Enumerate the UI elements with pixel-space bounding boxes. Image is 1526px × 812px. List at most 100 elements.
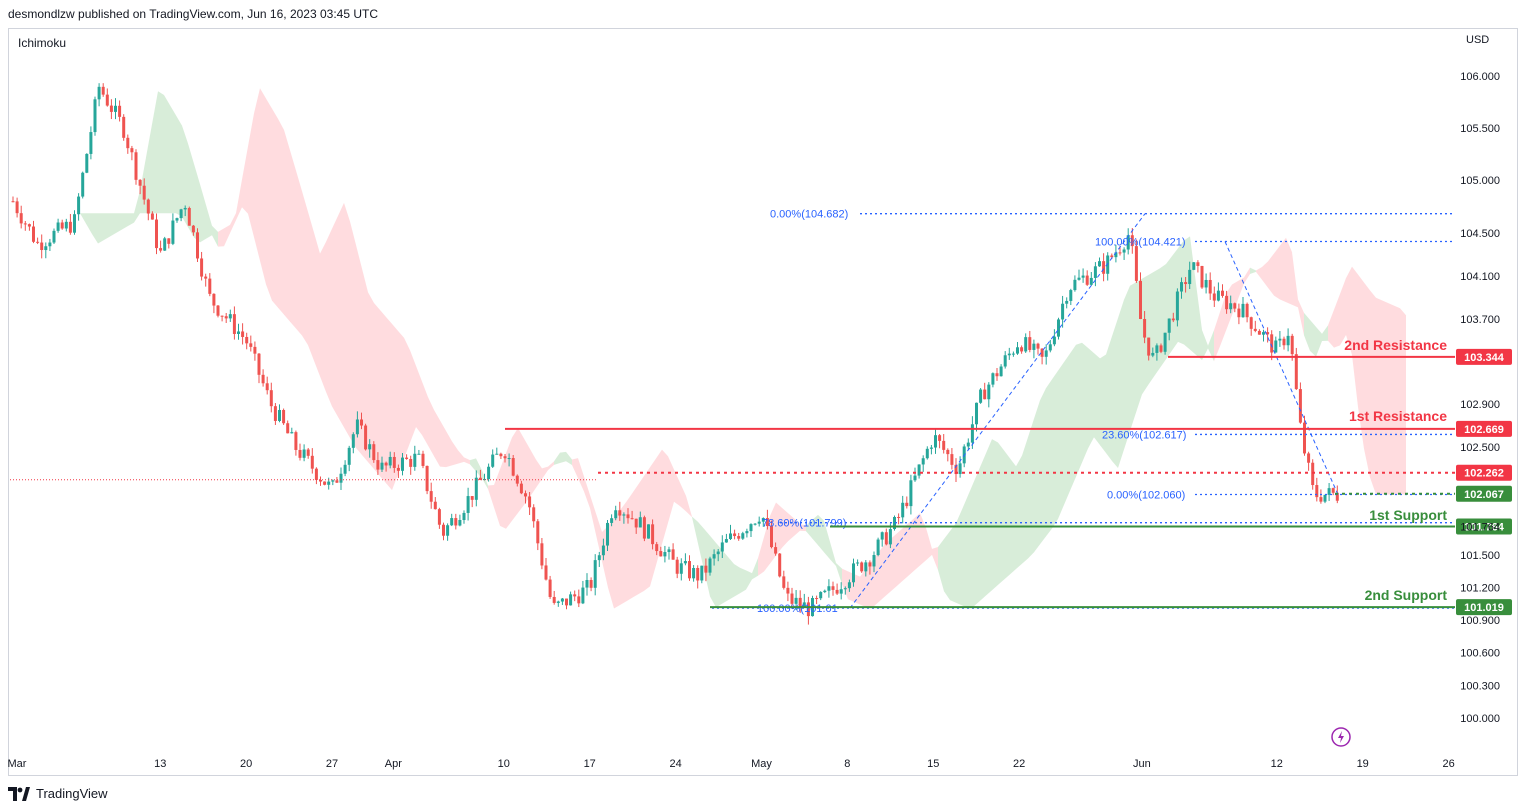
candle-body xyxy=(446,525,450,536)
candle-body xyxy=(319,479,322,482)
cloud-segment xyxy=(320,241,326,392)
cloud-segment xyxy=(1208,330,1214,362)
cloud-segment xyxy=(1394,305,1400,495)
candle-body xyxy=(290,432,294,434)
cloud-segment xyxy=(554,452,560,465)
candle-body xyxy=(532,507,536,522)
publish-header: desmondlzw published on TradingView.com,… xyxy=(8,7,379,21)
candle-body xyxy=(1098,261,1101,267)
candle-body xyxy=(577,596,581,604)
cloud-segment xyxy=(1340,278,1346,346)
candle-body xyxy=(335,480,339,483)
candle-body xyxy=(372,444,376,461)
cloud-segment xyxy=(296,170,302,336)
cloud-segment xyxy=(464,457,470,465)
candle-body xyxy=(552,596,556,603)
candle-body xyxy=(32,226,35,242)
y-tick-label: 100.600 xyxy=(1460,648,1500,660)
candle-body xyxy=(647,524,650,539)
cloud-segment xyxy=(1358,274,1364,449)
cloud-segment xyxy=(1238,277,1244,300)
candle-body xyxy=(708,558,712,573)
y-tick-label: 100.900 xyxy=(1460,615,1500,627)
cloud-segment xyxy=(740,567,746,594)
price-tag xyxy=(1456,464,1512,481)
flash-icon[interactable] xyxy=(1331,727,1351,747)
cloud-segment xyxy=(446,430,452,468)
candle-body xyxy=(224,316,228,319)
candle-body xyxy=(114,105,117,112)
cloud-segment xyxy=(362,268,368,463)
candle-body xyxy=(1003,355,1007,367)
candle-body xyxy=(323,481,327,485)
candle-body xyxy=(23,223,27,225)
level-label: 1st Resistance xyxy=(1349,408,1447,424)
candle-body xyxy=(1323,494,1327,502)
cloud-segment xyxy=(830,541,836,567)
candle-body xyxy=(429,491,433,502)
candle-body xyxy=(749,524,753,532)
cloud-segment xyxy=(1046,379,1052,537)
price-tag xyxy=(1456,485,1512,502)
cloud-segment xyxy=(626,493,632,602)
candle-body xyxy=(1032,343,1036,350)
candle-body xyxy=(470,496,474,500)
candle-body xyxy=(1257,330,1261,335)
candle-body xyxy=(1159,345,1163,352)
footer[interactable]: TradingView xyxy=(8,786,108,801)
candle-body xyxy=(1262,332,1265,335)
cloud-segment xyxy=(1196,283,1202,361)
cloud-segment xyxy=(314,232,320,377)
cloud-segment xyxy=(1346,266,1352,355)
candle-body xyxy=(388,456,392,466)
cloud-segment xyxy=(128,213,134,227)
cloud-segment xyxy=(1376,297,1382,495)
candle-body xyxy=(1298,389,1302,423)
candle-body xyxy=(1155,345,1159,353)
candle-body xyxy=(56,222,60,231)
cloud-segment xyxy=(1220,293,1226,347)
candle-body xyxy=(934,435,937,448)
candle-body xyxy=(1229,303,1233,310)
candle-body xyxy=(983,389,987,400)
candle-body xyxy=(40,242,44,251)
cloud-segment xyxy=(518,428,524,513)
candle-body xyxy=(864,562,868,572)
cloud-segment xyxy=(920,513,926,566)
x-tick-label: 19 xyxy=(1357,758,1369,770)
cloud-segment xyxy=(1118,299,1124,468)
cloud-segment xyxy=(332,215,338,417)
candle-body xyxy=(626,514,630,519)
y-tick-label: 100.000 xyxy=(1460,713,1500,725)
x-tick-label: 22 xyxy=(1013,758,1025,770)
candle-body xyxy=(835,589,839,594)
candle-body xyxy=(314,468,318,480)
candle-body xyxy=(847,582,851,589)
candle-body xyxy=(122,116,126,138)
cloud-segment xyxy=(716,542,722,608)
cloud-segment xyxy=(1058,362,1064,519)
candle-body xyxy=(1212,293,1216,301)
candle-body xyxy=(48,242,52,247)
cloud-segment xyxy=(338,202,344,428)
cloud-segment xyxy=(1280,237,1286,303)
candle-body xyxy=(880,532,884,540)
price-tag-value: 102.067 xyxy=(1464,489,1504,501)
candle-body xyxy=(987,384,991,400)
candle-body xyxy=(999,366,1003,377)
x-tick-label: 13 xyxy=(154,758,166,770)
cloud-segment xyxy=(524,438,530,505)
cloud-segment xyxy=(254,88,260,261)
cloud-segment xyxy=(182,125,188,228)
cloud-segment xyxy=(386,316,392,491)
x-tick-label: 26 xyxy=(1442,758,1454,770)
cloud-segment xyxy=(662,449,668,545)
candle-body xyxy=(138,179,142,186)
candle-body xyxy=(1208,279,1212,294)
candle-body xyxy=(1069,290,1073,301)
candle-body xyxy=(109,105,113,112)
candle-body xyxy=(831,586,835,590)
indicator-label[interactable]: Ichimoku xyxy=(18,36,67,50)
cloud-segment xyxy=(200,184,206,243)
